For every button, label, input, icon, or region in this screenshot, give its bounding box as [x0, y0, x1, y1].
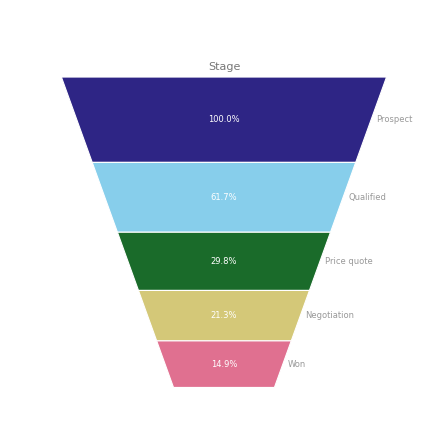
Text: 21.3%: 21.3%: [211, 311, 237, 320]
Text: 100.0%: 100.0%: [208, 115, 240, 124]
Text: 14.9%: 14.9%: [211, 360, 237, 369]
Text: Negotiation: Negotiation: [305, 311, 354, 320]
Text: Stage: Stage: [208, 62, 240, 72]
Polygon shape: [139, 291, 309, 341]
Polygon shape: [157, 341, 291, 388]
Text: Prospect: Prospect: [376, 115, 413, 124]
Polygon shape: [118, 232, 330, 291]
Text: Price quote: Price quote: [325, 257, 373, 266]
Text: 29.8%: 29.8%: [211, 257, 237, 266]
Text: Won: Won: [288, 360, 306, 369]
Polygon shape: [61, 77, 386, 163]
Text: Qualified: Qualified: [348, 193, 386, 202]
Polygon shape: [92, 163, 356, 232]
Text: 61.7%: 61.7%: [211, 193, 237, 202]
